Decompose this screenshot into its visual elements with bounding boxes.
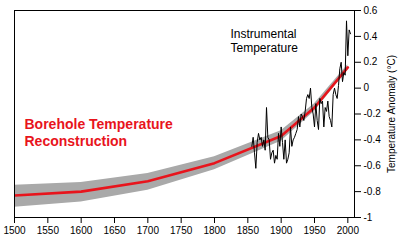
svg-text:1650: 1650 [103,225,126,236]
svg-text:1800: 1800 [203,225,226,236]
svg-text:0.6: 0.6 [364,5,378,16]
svg-text:1950: 1950 [303,225,326,236]
svg-text:-0.4: -0.4 [364,134,382,145]
svg-text:0.4: 0.4 [364,31,378,42]
svg-text:Borehole TemperatureReconstruc: Borehole TemperatureReconstruction [25,116,174,148]
svg-text:1550: 1550 [37,225,60,236]
svg-text:0.2: 0.2 [364,56,378,67]
svg-text:-0.6: -0.6 [364,160,382,171]
svg-text:Temperature Anomaly (°C): Temperature Anomaly (°C) [386,55,397,173]
svg-text:1500: 1500 [3,225,26,236]
svg-text:-1: -1 [364,212,373,223]
svg-text:1750: 1750 [170,225,193,236]
svg-text:InstrumentalTemperature: InstrumentalTemperature [231,27,299,55]
svg-text:1850: 1850 [237,225,260,236]
svg-text:1600: 1600 [70,225,93,236]
svg-text:1900: 1900 [270,225,293,236]
svg-text:0: 0 [364,82,370,93]
svg-text:-0.2: -0.2 [364,108,382,119]
svg-text:1700: 1700 [137,225,160,236]
svg-text:-0.8: -0.8 [364,186,382,197]
svg-text:2000: 2000 [337,225,360,236]
